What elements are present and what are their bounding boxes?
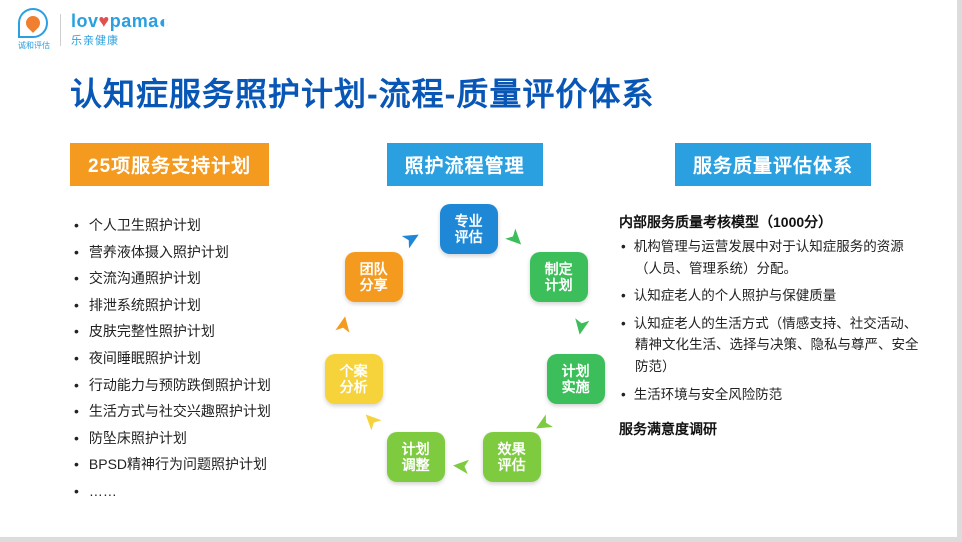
brand-sub: 乐亲健康 [71, 32, 170, 48]
plan-item: …… [74, 478, 320, 505]
columns: 25项服务支持计划 个人卫生照护计划营养液体摄入照护计划交流沟通照护计划排泄系统… [0, 115, 957, 505]
cycle-node: 效果评估 [483, 432, 541, 482]
cycle-node: 个案分析 [325, 354, 383, 404]
logo-row: 诚和评估 lov♥pama◐ 乐亲健康 [0, 0, 957, 59]
plan-item: 生活方式与社交兴趣照护计划 [74, 398, 320, 425]
cycle-arrow-icon: ➤ [329, 314, 357, 335]
plan-item: BPSD精神行为问题照护计划 [74, 451, 320, 478]
cycle-arrow-icon: ➤ [452, 453, 471, 479]
col1-header: 25项服务支持计划 [70, 143, 269, 186]
col-process: 照护流程管理 专业评估制定计划计划实施效果评估计划调整个案分析团队分享➤➤➤➤➤… [320, 143, 609, 505]
cycle-node: 专业评估 [440, 204, 498, 254]
cycle-node: 计划实施 [547, 354, 605, 404]
col-plans: 25项服务支持计划 个人卫生照护计划营养液体摄入照护计划交流沟通照护计划排泄系统… [70, 143, 320, 505]
cycle-node: 团队分享 [345, 252, 403, 302]
brand-text: lov♥pama◐ [71, 11, 170, 32]
plan-item: 防坠床照护计划 [74, 425, 320, 452]
brand-lov: lov [71, 11, 99, 31]
quality-item: 认知症老人的个人照护与保健质量 [635, 285, 927, 307]
cycle-node: 计划调整 [387, 432, 445, 482]
page-title: 认知症服务照护计划-流程-质量评价体系 [0, 59, 957, 115]
cycle-node: 制定计划 [530, 252, 588, 302]
logo1-wrap: 诚和评估 [18, 8, 50, 51]
plan-item: 皮肤完整性照护计划 [74, 318, 320, 345]
plan-item: 行动能力与预防跌倒照护计划 [74, 372, 320, 399]
plan-item: 营养液体摄入照护计划 [74, 239, 320, 266]
plan-item: 排泄系统照护计划 [74, 292, 320, 319]
plan-item: 交流沟通照护计划 [74, 265, 320, 292]
heart-icon: ♥ [99, 11, 110, 31]
col3-header: 服务质量评估体系 [675, 143, 871, 186]
col1-list: 个人卫生照护计划营养液体摄入照护计划交流沟通照护计划排泄系统照护计划皮肤完整性照… [70, 212, 320, 505]
brand-block: lov♥pama◐ 乐亲健康 [71, 11, 170, 48]
quality-item: 生活环境与安全风险防范 [635, 384, 927, 406]
logo1-caption: 诚和评估 [18, 40, 50, 51]
col-quality: 服务质量评估体系 内部服务质量考核模型（1000分） 机构管理与运营发展中对于认… [619, 143, 927, 505]
logo1-icon [18, 8, 48, 38]
quality-heading1: 内部服务质量考核模型（1000分） [619, 212, 927, 232]
cycle-arrow-icon: ➤ [397, 223, 424, 253]
globe-icon: ◐ [159, 12, 170, 33]
logo-divider [60, 14, 61, 46]
cycle-arrow-icon: ➤ [356, 406, 386, 436]
plan-item: 个人卫生照护计划 [74, 212, 320, 239]
quality-item: 机构管理与运营发展中对于认知症服务的资源（人员、管理系统）分配。 [635, 236, 927, 279]
cycle-diagram: 专业评估制定计划计划实施效果评估计划调整个案分析团队分享➤➤➤➤➤➤➤ [325, 204, 605, 494]
cycle-arrow-icon: ➤ [500, 224, 530, 254]
col3-list: 机构管理与运营发展中对于认知症服务的资源（人员、管理系统）分配。认知症老人的个人… [619, 236, 927, 405]
col2-header: 照护流程管理 [387, 143, 543, 186]
brand-pama: pama [110, 11, 159, 31]
plan-item: 夜间睡眠照护计划 [74, 345, 320, 372]
quality-item: 认知症老人的生活方式（情感支持、社交活动、精神文化生活、选择与决策、隐私与尊严、… [635, 313, 927, 378]
cycle-arrow-icon: ➤ [567, 316, 595, 337]
quality-heading2: 服务满意度调研 [619, 419, 927, 439]
